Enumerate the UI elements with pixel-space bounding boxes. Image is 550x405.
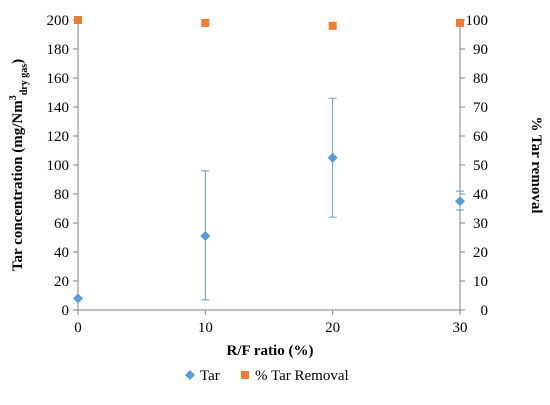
y-left-tick-label: 160 (47, 71, 70, 87)
y-right-tick-label: 10 (473, 274, 488, 290)
y-axis-left-title-main: Tar concentration (mg/Nm (10, 100, 26, 271)
legend: Tar % Tar Removal (185, 368, 349, 384)
y-left-tick-label: 20 (54, 274, 69, 290)
y-axis-left-title-sup: 3 (8, 95, 19, 100)
y-right-tick-label: 100 (466, 13, 489, 29)
y-right-tick-label: 0 (481, 303, 489, 319)
series-tar (73, 97, 465, 304)
legend-label-2: % Tar Removal (255, 368, 349, 384)
y-right-tick-label: 90 (473, 42, 488, 58)
y-left-tick-label: 80 (54, 187, 69, 203)
data-point (201, 18, 210, 27)
data-point (328, 21, 337, 30)
legend-label-1: Tar (200, 368, 220, 384)
x-tick-label: 30 (453, 320, 468, 336)
y-left-tick-label: 120 (47, 129, 70, 145)
x-axis-title: R/F ratio (%) (227, 343, 314, 359)
y-left-tick-label: 180 (47, 42, 70, 58)
y-right-tick-label: 70 (473, 100, 488, 116)
data-point (327, 152, 338, 163)
y-right-tick-label: 40 (473, 187, 488, 203)
x-tick-label: 20 (325, 320, 340, 336)
x-tick-label: 0 (74, 320, 82, 336)
y-left-tick-label: 40 (54, 245, 69, 261)
data-point (455, 196, 465, 207)
y-axis-left-title-close: ) (10, 59, 26, 64)
y-left-tick-label: 0 (62, 303, 70, 319)
x-tick-label: 10 (198, 320, 213, 336)
y-right-tick-label: 60 (473, 129, 488, 145)
y-axis-left-title: Tar concentration (mg/Nm3dry gas) (8, 59, 30, 271)
y-left-tick-label: 100 (47, 158, 70, 174)
data-point (200, 231, 211, 242)
axes-layer: 0204060801001201401601802000102030405060… (47, 13, 489, 336)
marks-layer (73, 16, 465, 304)
legend-marker-1 (185, 370, 195, 380)
data-point (456, 18, 464, 27)
data-point (74, 16, 82, 24)
y-left-tick-label: 140 (47, 100, 70, 116)
y-left-tick-label: 200 (47, 13, 70, 29)
series-tar-removal (74, 16, 464, 30)
y-right-tick-label: 80 (473, 71, 488, 87)
y-axis-left-title-sub: dry gas (19, 64, 30, 96)
y-left-tick-label: 60 (54, 216, 69, 232)
legend-marker-2 (241, 371, 249, 379)
y-right-tick-label: 50 (473, 158, 488, 174)
data-point (73, 293, 83, 304)
y-right-tick-label: 20 (473, 245, 488, 261)
y-right-tick-label: 30 (473, 216, 488, 232)
y-axis-right-title: % Tar removal (528, 117, 544, 214)
